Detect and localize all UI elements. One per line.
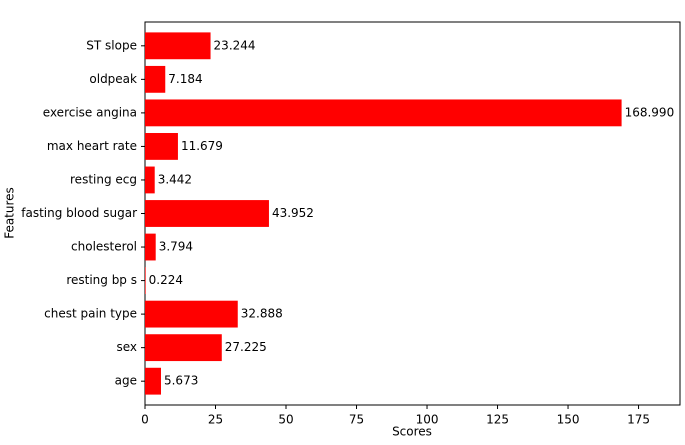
value-label: 7.184 bbox=[168, 72, 202, 86]
y-tick-label: ST slope bbox=[86, 38, 137, 52]
y-tick-label: exercise angina bbox=[43, 105, 137, 119]
x-tick-label: 100 bbox=[416, 413, 439, 427]
y-tick-label: cholesterol bbox=[71, 240, 137, 254]
x-tick-label: 75 bbox=[349, 413, 364, 427]
x-axis-label: Scores bbox=[392, 425, 432, 439]
x-tick-label: 25 bbox=[208, 413, 223, 427]
y-tick-label: sex bbox=[116, 340, 137, 354]
x-tick-label: 50 bbox=[278, 413, 293, 427]
x-tick-label: 0 bbox=[141, 413, 149, 427]
y-tick-label: oldpeak bbox=[89, 72, 137, 86]
value-label: 5.673 bbox=[164, 374, 198, 388]
bar bbox=[145, 32, 211, 60]
bar bbox=[145, 133, 178, 160]
y-tick-label: max heart rate bbox=[47, 139, 137, 153]
x-tick-label: 150 bbox=[557, 413, 580, 427]
bar bbox=[145, 233, 156, 261]
value-label: 23.244 bbox=[214, 38, 256, 52]
value-label: 32.888 bbox=[241, 307, 283, 321]
y-tick-label: fasting blood sugar bbox=[21, 206, 137, 220]
value-label: 27.225 bbox=[225, 340, 267, 354]
bar bbox=[145, 200, 269, 227]
y-axis-label: Features bbox=[3, 187, 17, 239]
bar bbox=[145, 300, 238, 328]
bar bbox=[145, 99, 622, 127]
value-label: 168.990 bbox=[625, 105, 675, 119]
y-tick-label: resting ecg bbox=[70, 172, 137, 186]
bar bbox=[145, 334, 222, 362]
y-tick-label: chest pain type bbox=[44, 307, 137, 321]
value-label: 3.442 bbox=[158, 172, 192, 186]
x-tick-label: 125 bbox=[486, 413, 509, 427]
y-tick-label: resting bp s bbox=[66, 273, 137, 287]
value-label: 43.952 bbox=[272, 206, 314, 220]
value-label: 3.794 bbox=[159, 240, 193, 254]
value-label: 0.224 bbox=[149, 273, 183, 287]
bar bbox=[145, 367, 161, 395]
bar bbox=[145, 166, 155, 194]
value-label: 11.679 bbox=[181, 139, 223, 153]
bar bbox=[145, 267, 146, 294]
y-tick-label: age bbox=[115, 374, 137, 388]
bar bbox=[145, 65, 166, 93]
x-tick-label: 175 bbox=[627, 413, 650, 427]
